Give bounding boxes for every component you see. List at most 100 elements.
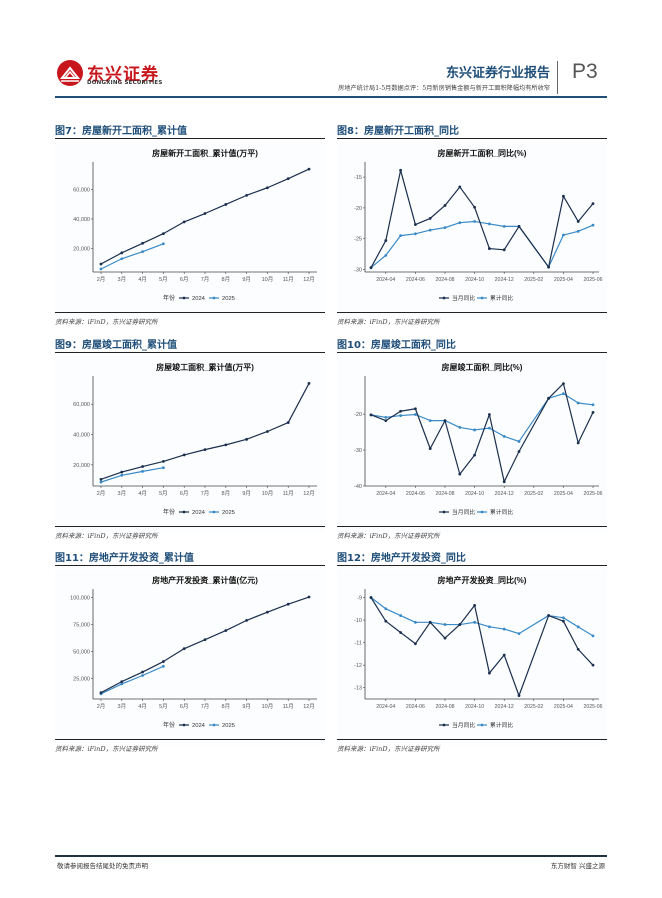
data-point	[266, 430, 269, 433]
x-tick-label: 3月	[118, 490, 127, 497]
figure-9: 图9：房屋竣工面积_累计值 房屋竣工面积_累计值(万平) 20,000 40,000…	[55, 336, 325, 546]
x-tick-label: 7月	[201, 490, 210, 497]
data-point	[428, 447, 432, 451]
x-tick-label: 8月	[222, 276, 231, 283]
footer-rule	[55, 855, 607, 857]
data-point	[562, 619, 565, 623]
x-tick-label: 2024-12	[495, 704, 514, 710]
y-tick-label: -30	[354, 448, 362, 454]
y-tick-label: -20	[354, 206, 362, 212]
data-point	[414, 642, 417, 646]
figure-source: 资料来源：iFinD，东兴证券研究所	[55, 318, 158, 326]
data-point	[443, 204, 447, 207]
footer-slogan: 东方财智 兴盛之源	[550, 862, 605, 870]
x-tick-label: 2025-04	[554, 277, 573, 283]
data-point	[120, 470, 124, 474]
data-point	[162, 660, 165, 663]
data-point	[286, 602, 290, 606]
figure-source: 资料来源：iFinD，东兴证券研究所	[337, 745, 440, 753]
data-point	[591, 663, 595, 667]
y-tick-label: 50,000	[73, 649, 90, 655]
y-tick-label: 25,000	[73, 676, 90, 682]
chart-background	[337, 356, 607, 532]
data-point	[443, 636, 447, 640]
data-point	[384, 419, 388, 423]
x-tick-label: 2月	[97, 490, 106, 497]
data-point	[414, 407, 417, 411]
data-point	[562, 233, 565, 237]
data-point	[141, 469, 144, 473]
figure-title: 图12：房地产开发投资_同比	[337, 553, 466, 564]
x-tick-label: 11月	[283, 703, 294, 710]
figure-bottom-rule	[55, 312, 325, 314]
figure-bottom-rule	[337, 526, 607, 528]
figure-bottom-rule	[337, 312, 607, 314]
data-point	[141, 241, 144, 245]
series-line-2025	[100, 243, 164, 270]
data-point	[266, 186, 269, 190]
figure-top-rule	[337, 138, 607, 140]
data-point	[182, 220, 186, 224]
legend-marker	[212, 723, 216, 727]
x-tick-label: 2024-04	[376, 491, 395, 497]
legend-marker	[442, 723, 446, 727]
data-point	[562, 382, 565, 385]
x-tick-label: 7月	[201, 276, 210, 283]
data-point	[162, 242, 165, 246]
data-point	[576, 647, 580, 651]
figure-bottom-rule	[55, 526, 325, 528]
data-point	[307, 167, 311, 171]
header-divider	[557, 61, 558, 94]
x-tick-label: 2025-06	[583, 704, 602, 710]
data-point	[203, 212, 207, 215]
chart-new-starts-cumulative: 房屋新开工面积_累计值(万平) 20,000 40,000 60,000 2月 3月 4月 5…	[55, 142, 325, 318]
data-point	[502, 435, 506, 438]
data-point	[428, 419, 432, 423]
figure-title: 图9：房屋竣工面积_累计值	[55, 340, 177, 351]
chart-completions-cumulative: 房屋竣工面积_累计值(万平) 20,000 40,000 60,000 2月 3月 4月 5月…	[55, 356, 325, 532]
data-point	[141, 250, 144, 254]
report-subtitle: 房地产统计局1-5月数据点评：5月新房销售金额与新开工面积降幅均有所收窄	[338, 85, 550, 92]
chart-title: 房地产开发投资_累计值(亿元)	[152, 575, 258, 585]
series-line-2025	[100, 665, 164, 695]
data-point	[399, 631, 402, 634]
x-tick-label: 2025-02	[524, 491, 543, 497]
data-point	[245, 437, 249, 441]
data-point	[488, 426, 491, 430]
data-point	[182, 647, 186, 651]
legend-label: 2024	[192, 510, 206, 516]
data-point	[224, 629, 228, 632]
series-line-2025	[100, 467, 164, 483]
data-point	[141, 465, 144, 468]
x-tick-label: 6月	[180, 490, 189, 497]
logo-text-cn: 东兴证券	[87, 65, 159, 85]
x-tick-label: 12月	[303, 490, 315, 497]
data-point	[502, 480, 506, 484]
x-tick-label: 2024-04	[376, 704, 395, 710]
data-point	[488, 413, 491, 416]
data-point	[502, 224, 506, 228]
legend-marker	[480, 296, 484, 300]
y-tick-label: -15	[354, 175, 362, 181]
data-point	[224, 443, 228, 447]
x-tick-label: 2024-06	[406, 704, 425, 710]
x-tick-label: 3月	[118, 703, 127, 710]
figure-top-rule	[337, 352, 607, 354]
chart-title: 房屋竣工面积_累计值(万平)	[156, 362, 254, 372]
figure-source: 资料来源：iFinD，东兴证券研究所	[337, 532, 440, 540]
legend-marker	[212, 296, 216, 300]
legend-title: 年份	[163, 294, 175, 302]
legend-label: 2024	[192, 296, 206, 302]
data-point	[162, 460, 165, 463]
legend-marker	[182, 510, 186, 514]
data-point	[399, 414, 402, 417]
x-tick-label: 11月	[283, 490, 294, 497]
data-point	[547, 614, 550, 617]
data-point	[141, 674, 144, 677]
data-point	[517, 632, 521, 635]
x-tick-label: 6月	[180, 276, 189, 283]
data-point	[576, 401, 580, 405]
x-tick-label: 12月	[303, 276, 315, 283]
data-point	[120, 473, 124, 477]
data-point	[120, 257, 124, 261]
